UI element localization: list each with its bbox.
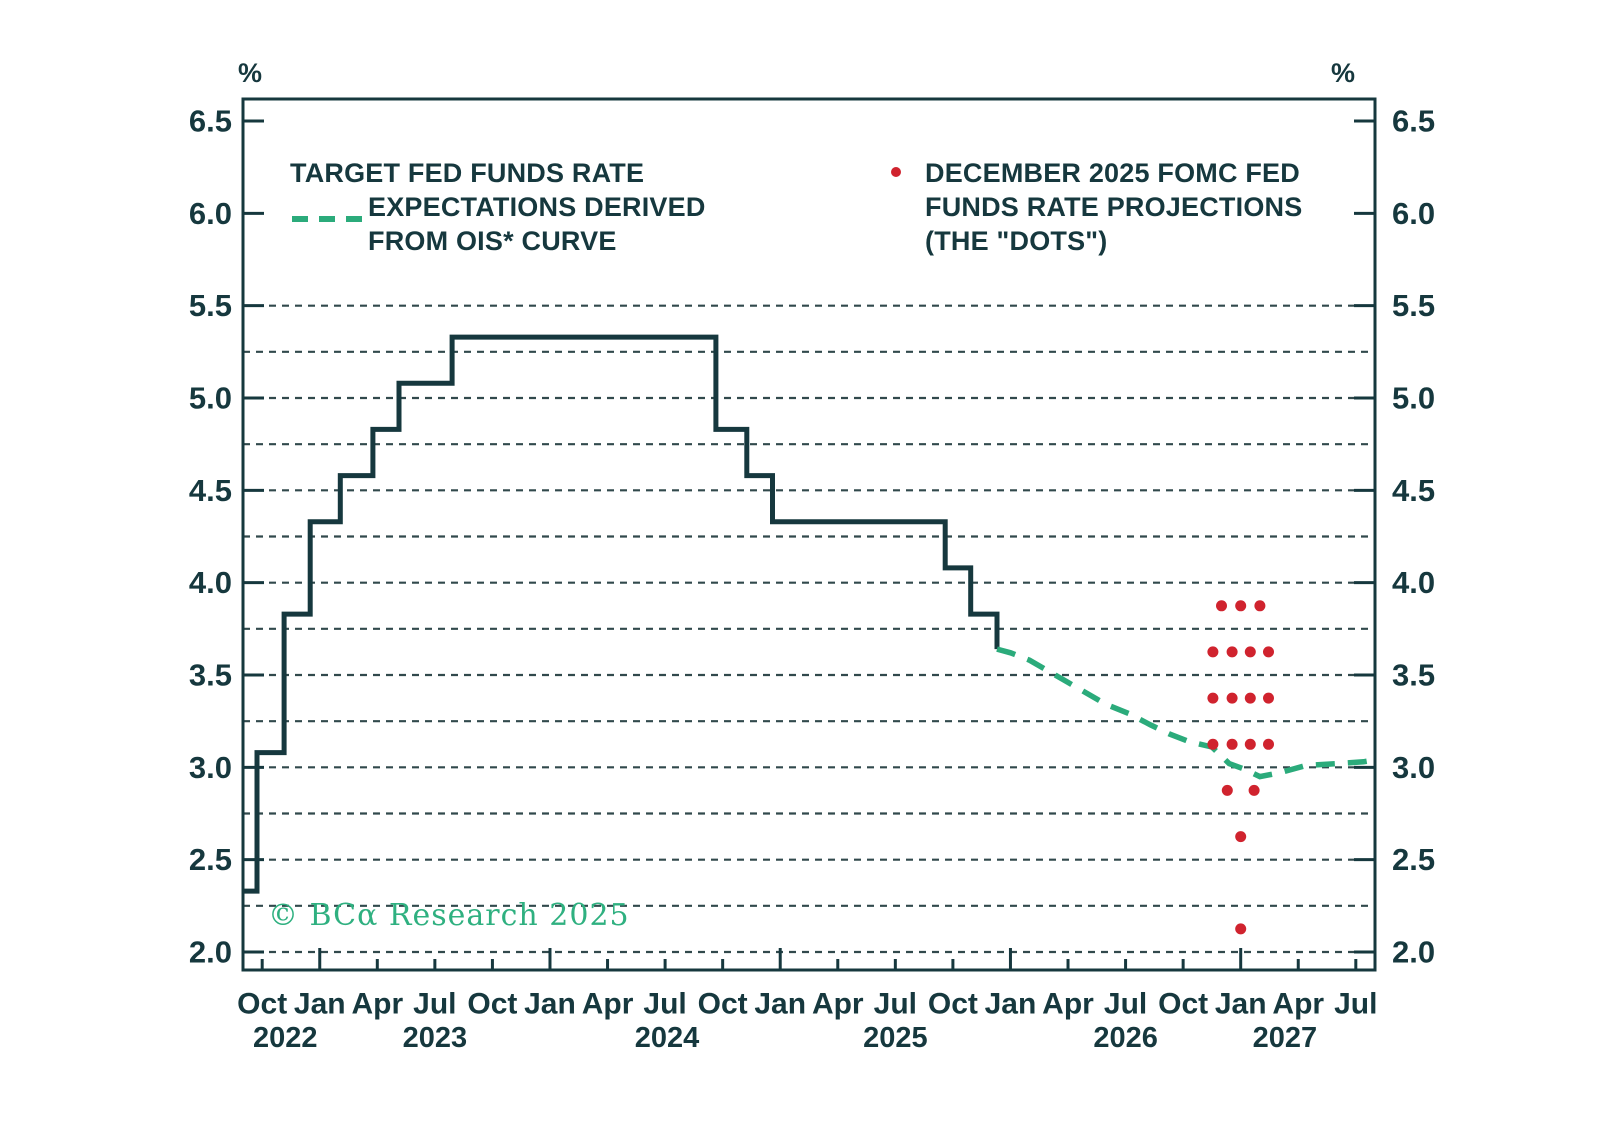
legend-dots-line2: FUNDS RATE PROJECTIONS [925,192,1303,222]
ois-dashed-line-swatch [292,216,364,222]
y-axis-label-left: 2.5 [189,842,232,877]
y-axis-unit-right: % [1331,58,1356,88]
fomc-projection-dot [1248,784,1260,796]
x-axis-month-label: Apr [351,988,403,1021]
fomc-projection-dot [1221,784,1233,796]
legend-ois-line1: TARGET FED FUNDS RATE [290,158,645,188]
x-axis-month-label: Oct [698,988,748,1021]
x-axis-year-label: 2026 [1093,1022,1158,1054]
y-axis-label-left: 5.5 [189,288,232,323]
legend-dots-line1: DECEMBER 2025 FOMC FED [925,158,1300,188]
bca-research-watermark: © BCα Research 2025 [268,898,630,933]
y-axis-label-left: 4.5 [189,473,232,508]
x-axis-month-label: Jul [1334,988,1377,1021]
x-axis-month-label: Jul [1104,988,1147,1021]
x-axis-month-label: Jul [413,988,456,1021]
target-rate-step-line [244,334,1000,894]
fomc-projection-dot [1244,692,1256,704]
fomc-projection-dot [1207,692,1219,704]
fomc-projection-dot [1226,646,1238,658]
fomc-projection-dot [1254,600,1266,612]
x-axis-year-label: 2024 [635,1022,700,1054]
y-axis-label-right: 4.5 [1392,473,1435,508]
legend-ois-expectations: TARGET FED FUNDS RATE EXPECTATIONS DERIV… [290,156,706,258]
fomc-dot-swatch [891,167,901,177]
x-axis-month-label: Oct [1158,988,1208,1021]
x-axis-year-label: 2023 [403,1022,468,1054]
legend-dots-line3: (THE "DOTS") [925,226,1108,256]
y-axis-label-right: 6.5 [1392,104,1435,139]
fomc-projection-dot [1244,738,1256,750]
fomc-projection-dot [1226,692,1238,704]
y-axis-unit-left: % [238,58,263,88]
y-axis-label-right: 3.0 [1392,750,1435,785]
y-axis-label-left: 2.0 [189,935,232,970]
x-axis-month-label: Apr [812,988,864,1021]
y-axis-label-left: 6.0 [189,196,232,231]
y-axis-label-right: 4.0 [1392,565,1435,600]
x-axis-year-label: 2025 [863,1022,928,1054]
y-axis-label-left: 3.0 [189,750,232,785]
y-axis-label-right: 3.5 [1392,658,1435,693]
legend-ois-line3: FROM OIS* CURVE [368,226,617,256]
fomc-projection-dot [1226,738,1238,750]
fomc-projection-dot [1235,923,1247,935]
x-axis-month-label: Apr [1272,988,1324,1021]
x-axis-month-label: Jan [294,988,346,1021]
fomc-projection-dot [1263,646,1274,658]
y-axis-label-left: 4.0 [189,565,232,600]
y-axis-label-right: 2.0 [1392,935,1435,970]
x-axis-month-label: Jan [985,988,1037,1021]
legend-fomc-dots: DECEMBER 2025 FOMC FED FUNDS RATE PROJEC… [891,156,1303,258]
y-axis-label-right: 6.0 [1392,196,1435,231]
x-axis-month-label: Jan [1215,988,1267,1021]
x-axis-month-label: Jan [754,988,806,1021]
ois-expectations-dashed-line [996,646,1376,780]
fomc-projection-dot [1263,692,1274,704]
y-axis-label-left: 6.5 [189,104,232,139]
x-axis-month-label: Jul [874,988,917,1021]
x-axis-month-label: Oct [467,988,517,1021]
y-axis-label-right: 5.5 [1392,288,1435,323]
x-axis-month-label: Oct [237,988,287,1021]
plot-border [241,97,1377,972]
y-axis-label-right: 2.5 [1392,842,1435,877]
fomc-projection-dot [1244,646,1256,658]
x-axis-month-label: Apr [1042,988,1094,1021]
legend-ois-line2: EXPECTATIONS DERIVED [368,192,706,222]
y-axis-label-right: 5.0 [1392,381,1435,416]
fomc-projection-dot [1235,831,1247,843]
y-axis-label-left: 3.5 [189,658,232,693]
fomc-projection-dot [1263,738,1274,750]
fomc-projection-dot [1207,646,1219,658]
x-axis-year-label: 2022 [253,1022,318,1054]
x-axis-month-label: Apr [582,988,634,1021]
fomc-projection-dot [1216,600,1227,612]
fomc-projection-dot [1207,738,1219,750]
y-axis-label-left: 5.0 [189,381,232,416]
x-axis-month-label: Jan [524,988,576,1021]
fomc-projection-dot [1235,600,1247,612]
x-axis-year-label: 2027 [1253,1022,1318,1054]
x-axis-month-label: Oct [928,988,978,1021]
x-axis-month-label: Jul [643,988,686,1021]
